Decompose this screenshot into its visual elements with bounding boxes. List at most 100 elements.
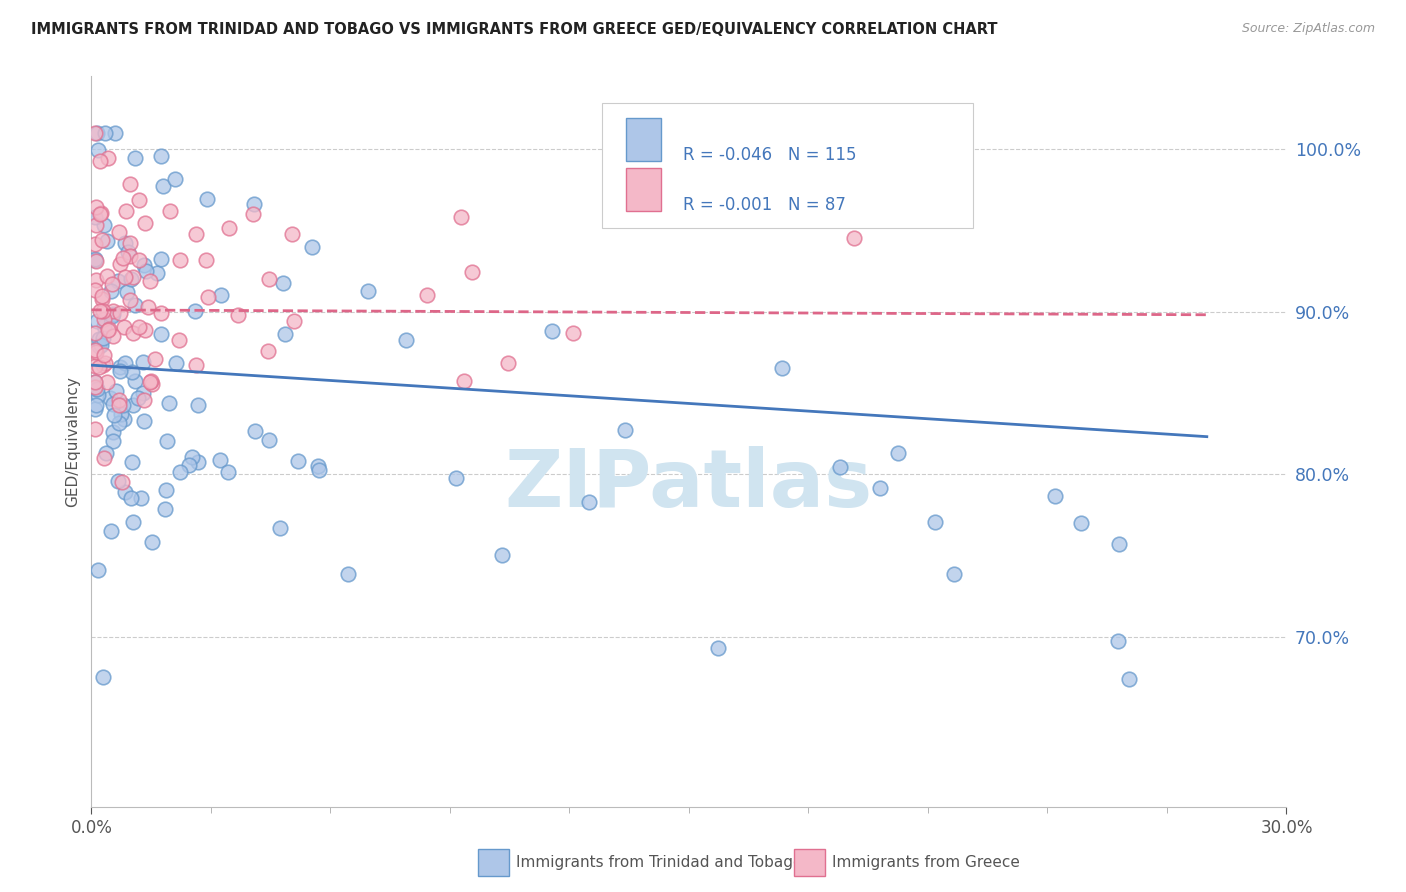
Point <box>91 233 114 247</box>
Point <box>89 207 111 221</box>
Point <box>107 392 129 407</box>
Point <box>337 566 360 581</box>
Point <box>110 364 132 378</box>
Point <box>120 491 142 505</box>
Point <box>141 535 163 549</box>
Point <box>169 252 191 267</box>
Point <box>90 293 112 307</box>
Point <box>562 326 585 340</box>
Point <box>301 240 323 254</box>
Point <box>118 177 141 191</box>
Point <box>110 360 132 375</box>
Point <box>124 152 146 166</box>
Point <box>84 380 107 394</box>
Point <box>115 204 138 219</box>
Point <box>127 391 149 405</box>
Point <box>1107 633 1129 648</box>
Point <box>124 297 146 311</box>
Point <box>444 471 467 485</box>
Point <box>87 563 110 577</box>
Point <box>124 374 146 388</box>
Point <box>89 303 111 318</box>
Point <box>128 193 150 207</box>
Point <box>208 453 231 467</box>
Point <box>184 303 207 318</box>
Point <box>887 446 910 460</box>
Point <box>86 382 108 396</box>
Point <box>1108 536 1130 550</box>
Text: R = -0.001   N = 87: R = -0.001 N = 87 <box>683 195 846 213</box>
Point <box>117 285 139 299</box>
Point <box>107 474 129 488</box>
Point <box>416 288 439 302</box>
Point <box>138 274 160 288</box>
Point <box>165 356 187 370</box>
Point <box>242 207 264 221</box>
Point <box>177 458 200 472</box>
Point <box>121 365 143 379</box>
Point <box>112 398 135 412</box>
Point <box>114 356 136 370</box>
Point <box>93 219 115 233</box>
Point <box>84 402 107 417</box>
Point <box>84 326 107 340</box>
Point <box>87 339 110 353</box>
FancyBboxPatch shape <box>626 119 661 161</box>
Point <box>287 454 309 468</box>
Point <box>167 333 190 347</box>
Point <box>152 179 174 194</box>
Point <box>100 284 122 298</box>
Point <box>114 236 136 251</box>
Point <box>100 524 122 539</box>
Point <box>197 290 219 304</box>
Point <box>89 332 111 346</box>
Point <box>132 385 155 400</box>
Point <box>259 433 281 447</box>
Point <box>121 270 143 285</box>
Point <box>97 323 120 337</box>
Point <box>1043 489 1066 503</box>
Point <box>134 392 156 407</box>
Point <box>120 272 142 286</box>
Point <box>103 307 125 321</box>
Point <box>98 392 121 406</box>
Point <box>93 348 115 362</box>
Point <box>89 153 111 168</box>
Point <box>145 351 167 366</box>
Point <box>453 374 475 388</box>
Point <box>84 284 107 298</box>
Point <box>134 215 156 229</box>
Point <box>830 459 852 474</box>
Point <box>139 376 162 390</box>
Point <box>108 225 131 239</box>
Point <box>842 230 865 244</box>
Point <box>217 465 239 479</box>
Point <box>218 221 240 235</box>
Point <box>128 253 150 268</box>
Point <box>135 264 157 278</box>
Point <box>111 475 134 489</box>
Point <box>97 151 120 165</box>
FancyBboxPatch shape <box>626 169 661 211</box>
Point <box>110 257 132 271</box>
Point <box>280 227 302 242</box>
Point <box>112 251 135 265</box>
Point <box>114 270 136 285</box>
Point <box>159 204 181 219</box>
Point <box>96 375 118 389</box>
Point <box>307 458 329 473</box>
Point <box>90 338 112 352</box>
Point <box>94 355 117 369</box>
Point <box>186 227 208 241</box>
Point <box>186 359 208 373</box>
Point <box>141 376 163 391</box>
Point <box>308 463 330 477</box>
Point <box>395 334 418 348</box>
Point <box>84 421 107 435</box>
Point <box>134 323 156 337</box>
Point <box>209 288 232 302</box>
Point <box>86 126 108 140</box>
Point <box>136 300 159 314</box>
Point <box>155 483 177 497</box>
Point <box>357 284 380 298</box>
